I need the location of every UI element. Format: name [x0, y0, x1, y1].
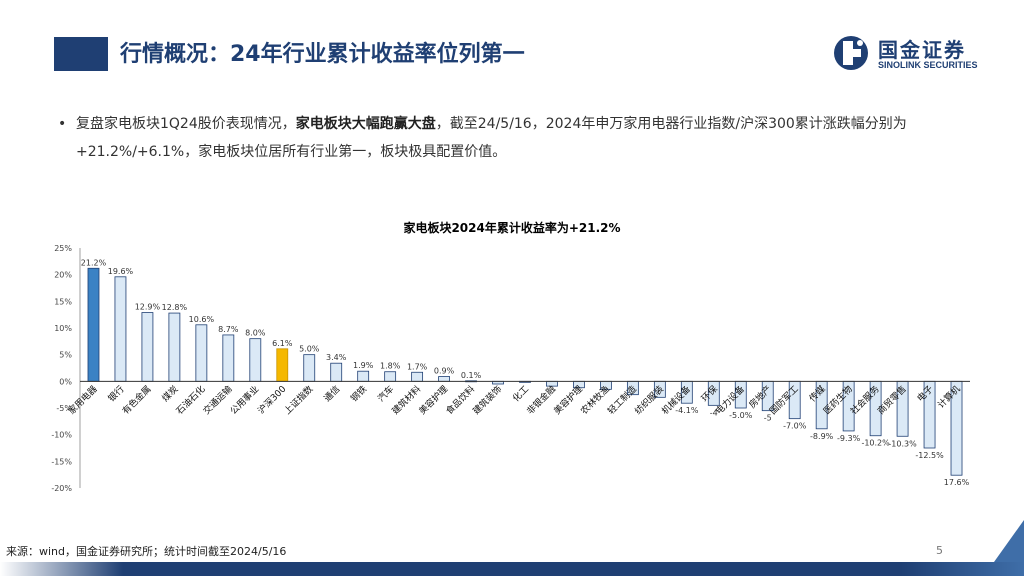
category-label: 通信 [321, 383, 342, 404]
bar-value-label: -8.9% [810, 432, 834, 441]
bar-value-label: 3.4% [326, 353, 347, 362]
footer-band [0, 562, 1024, 576]
corner-decoration [994, 520, 1024, 562]
bar-value-label: -12.5% [915, 451, 944, 460]
page-title: 行情概况：24年行业累计收益率位列第一 [120, 42, 525, 67]
bar [141, 312, 154, 382]
sinolink-logo-icon [834, 36, 868, 70]
y-tick-label: 15% [54, 297, 72, 306]
bar-value-label: -9.3% [837, 434, 861, 443]
bar-value-label: 17.6% [944, 478, 970, 487]
summary-bullet: • 复盘家电板块1Q24股价表现情况，家电板块大幅跑赢大盘，截至24/5/16，… [58, 110, 978, 166]
y-tick-label: 10% [54, 324, 72, 333]
category-label: 石油石化 [174, 383, 208, 417]
bullet-text: 复盘家电板块1Q24股价表现情况，家电板块大幅跑赢大盘，截至24/5/16，20… [76, 110, 978, 166]
category-label: 汽车 [375, 383, 396, 404]
bullet-text-before: 复盘家电板块1Q24股价表现情况， [76, 116, 296, 132]
y-tick-label: 0% [59, 377, 72, 386]
bar-value-label: 1.7% [407, 362, 428, 371]
bar [357, 370, 370, 382]
bar [249, 338, 262, 382]
bar [438, 376, 450, 382]
bar-value-label: 19.6% [108, 267, 134, 276]
logo-chinese-name: 国金证券 [878, 38, 966, 62]
bar [303, 354, 316, 382]
bar-value-label: -10.3% [888, 439, 917, 448]
page-number: 5 [936, 544, 943, 557]
bar [276, 348, 289, 382]
bar-value-label: -10.2% [861, 439, 890, 448]
bar-value-label: 10.6% [189, 315, 215, 324]
y-tick-label: -10% [51, 431, 72, 440]
category-label: 食品饮料 [443, 383, 477, 417]
bar-value-label: -4 [710, 408, 718, 417]
title-accent-bar [54, 37, 108, 71]
bar-value-label: 21.2% [81, 258, 107, 267]
bar-value-label: 8.0% [245, 329, 266, 338]
y-tick-label: -20% [51, 484, 72, 493]
bar-value-label: 12.8% [162, 303, 188, 312]
y-tick-label: -5% [56, 404, 72, 413]
bar-value-label: 6.1% [272, 339, 293, 348]
chart-title: 家电板块2024年累计收益率为+21.2% [403, 221, 621, 235]
category-label: 煤炭 [159, 383, 180, 404]
y-tick-label: -15% [51, 457, 72, 466]
y-tick-label: 25% [54, 244, 72, 253]
bullet-text-after: ，截至24/5/16，2024年申万家用电器行业指数/沪深300累计涨跌幅分别为… [76, 116, 907, 160]
bullet-dot: • [58, 116, 67, 132]
y-tick-label: 20% [54, 271, 72, 280]
category-label: 公用事业 [227, 383, 261, 417]
category-label: 有色金属 [120, 383, 154, 417]
bullet-text-bold: 家电板块大幅跑赢大盘 [295, 116, 436, 132]
bar [222, 334, 235, 382]
bar-value-label: 0.1% [461, 371, 482, 380]
category-label: 非银金融 [524, 383, 558, 417]
category-label: 上证指数 [281, 383, 315, 417]
category-label: 交通运输 [201, 383, 235, 417]
category-label: 家用电器 [66, 383, 100, 417]
bar [384, 371, 397, 382]
bar [168, 312, 181, 382]
bar [330, 362, 343, 382]
category-label: 银行 [105, 383, 126, 404]
category-label: 钢铁 [348, 383, 369, 404]
category-label: 美容护理 [551, 383, 585, 417]
bar-value-label: -7.0% [783, 422, 807, 431]
bar-value-label: -4.1% [675, 406, 699, 415]
source-note: 来源：wind，国金证券研究所；统计时间截至2024/5/16 [6, 545, 287, 558]
bar-value-label: 8.7% [218, 325, 239, 334]
category-label: 化工 [510, 383, 531, 404]
bar [114, 276, 127, 382]
logo-english-name: SINOLINK SECURITIES [878, 60, 978, 70]
bar-value-label: 12.9% [135, 303, 161, 312]
bar [195, 324, 208, 382]
bar [87, 267, 100, 382]
bar-value-label: 1.8% [380, 362, 401, 371]
bar-value-label: 1.9% [353, 361, 374, 370]
company-logo: 国金证券 SINOLINK SECURITIES [832, 34, 1002, 76]
bar-value-label: 5.0% [299, 345, 320, 354]
bar-value-label: 0.9% [434, 367, 455, 376]
y-tick-label: 5% [59, 351, 72, 360]
bar-value-label: -5.0% [729, 411, 753, 420]
category-label: 美容护理 [416, 383, 450, 417]
bar-value-label: -5 [764, 414, 772, 423]
bar [411, 371, 424, 382]
category-label: 建筑材料 [389, 383, 423, 417]
category-label: 建筑装饰 [470, 383, 504, 417]
